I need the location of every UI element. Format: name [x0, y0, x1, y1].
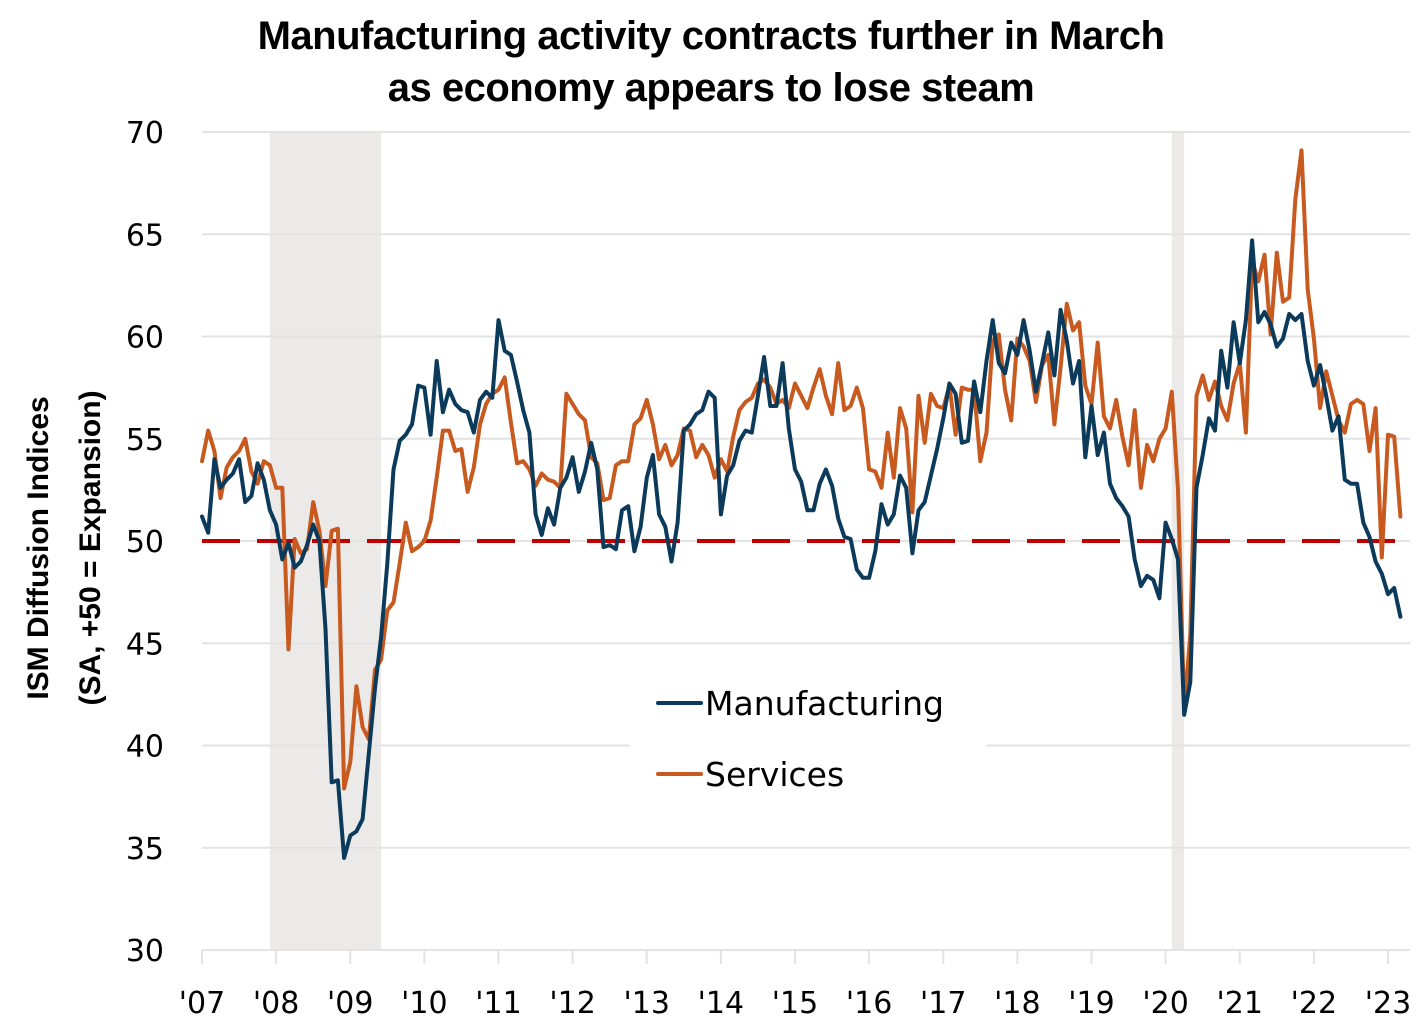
- x-tick-label: '23: [1365, 986, 1411, 1021]
- legend-label-manufacturing: Manufacturing: [705, 684, 944, 723]
- x-tick-label: '12: [549, 986, 595, 1021]
- x-tick-label: '18: [994, 986, 1040, 1021]
- x-tick-label: '11: [475, 986, 521, 1021]
- legend-label-services: Services: [705, 755, 844, 794]
- y-axis-ticks: 30 35 40 45 50 55 60 65 70: [126, 116, 164, 969]
- y-tick-label: 45: [126, 627, 164, 662]
- y-tick-label: 50: [126, 525, 164, 560]
- x-tick-label: '21: [1217, 986, 1263, 1021]
- x-tick-label: '14: [698, 986, 744, 1021]
- series-line-manufacturing: [200, 238, 1403, 860]
- legend: Manufacturing Services: [630, 668, 986, 808]
- y-axis-label-line-1: ISM Diffusion Indices: [22, 396, 55, 699]
- x-tick-label: '20: [1142, 986, 1188, 1021]
- series-line-services: [200, 148, 1403, 791]
- chart-title-line-2: as economy appears to lose steam: [387, 66, 1035, 110]
- x-tick-label: '16: [846, 986, 892, 1021]
- y-tick-label: 65: [126, 218, 164, 253]
- y-tick-label: 30: [126, 934, 164, 969]
- legend-background: [630, 668, 986, 808]
- chart-title-line-1: Manufacturing activity contracts further…: [257, 14, 1165, 58]
- y-axis-label-line-2: (SA, +50 = Expansion): [74, 390, 107, 705]
- x-tick-label: '10: [401, 986, 447, 1021]
- series-lines: [200, 148, 1403, 860]
- y-tick-label: 55: [126, 423, 164, 458]
- x-tick-label: '17: [920, 986, 966, 1021]
- y-tick-label: 40: [126, 730, 164, 765]
- y-tick-label: 60: [126, 321, 164, 356]
- x-tick-label: '08: [253, 986, 299, 1021]
- x-tick-label: '13: [624, 986, 670, 1021]
- y-tick-label: 70: [126, 116, 164, 151]
- x-tick-label: '19: [1068, 986, 1114, 1021]
- x-tick-label: '09: [327, 986, 373, 1021]
- y-tick-label: 35: [126, 832, 164, 867]
- x-tick-label: '07: [179, 986, 225, 1021]
- x-tick-label: '15: [772, 986, 818, 1021]
- y-axis-label: ISM Diffusion Indices (SA, +50 = Expansi…: [22, 390, 107, 705]
- chart-title: Manufacturing activity contracts further…: [0, 10, 1422, 114]
- x-tick-label: '22: [1291, 986, 1337, 1021]
- x-axis-ticks: '07 '08 '09 '10 '11 '12 '13 '14 '15 '16 '17 '18 '19 '…: [179, 950, 1411, 1021]
